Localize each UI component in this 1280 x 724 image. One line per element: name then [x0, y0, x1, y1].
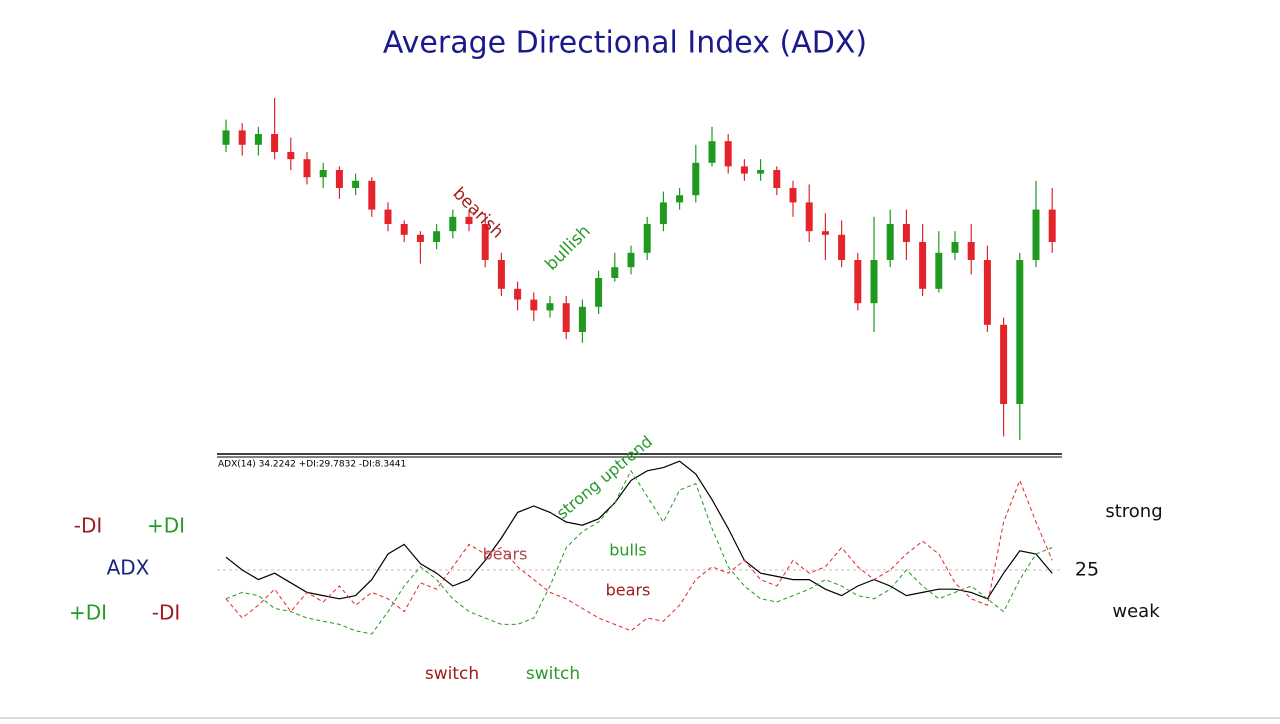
candle-body — [902, 224, 910, 242]
candle-body — [352, 180, 360, 188]
annotation: bears — [606, 581, 651, 600]
candle-body — [271, 134, 279, 152]
legend-label: -DI — [152, 601, 181, 625]
candle-body — [854, 260, 862, 304]
annotation: bears — [483, 545, 528, 564]
candle-body — [319, 170, 327, 178]
candle-body — [222, 130, 230, 145]
candle-body — [870, 260, 878, 304]
candle-body — [433, 231, 441, 242]
candle-body — [595, 278, 603, 307]
annotation: switch — [526, 664, 580, 684]
annotation: strong — [1105, 501, 1162, 522]
legend-label: +DI — [69, 601, 107, 625]
level-label: 25 — [1075, 559, 1099, 581]
annotation: weak — [1112, 601, 1160, 622]
candle-body — [821, 231, 829, 235]
candle-body — [708, 141, 716, 163]
candle-body — [805, 202, 813, 232]
indicator-line — [225, 460, 1053, 600]
candle-body — [659, 202, 667, 224]
chart-title: Average Directional Index (ADX) — [383, 26, 867, 61]
candle-body — [449, 216, 457, 232]
candle-body — [465, 216, 473, 224]
indicator-line — [225, 469, 1053, 635]
candle-body — [416, 234, 424, 242]
annotation: switch — [425, 664, 479, 684]
candle-body — [481, 224, 489, 260]
candle-body — [757, 170, 765, 174]
candle-body — [287, 152, 295, 160]
candle-body — [1000, 324, 1008, 404]
indicator-header: ADX(14) 34.2242 +DI:29.7832 -DI:8.3441 — [218, 460, 406, 470]
candle-body — [740, 166, 748, 174]
indicator-line — [225, 479, 1053, 632]
candle-body — [611, 267, 619, 278]
candle-body — [983, 260, 991, 325]
candle-body — [546, 303, 554, 311]
annotation: bulls — [609, 541, 647, 560]
candle-body — [951, 242, 959, 253]
candle-body — [935, 252, 943, 289]
candle-body — [400, 224, 408, 235]
candle-body — [562, 303, 570, 332]
candle-body — [368, 180, 376, 210]
candle-body — [335, 170, 343, 188]
legend-label: ADX — [107, 556, 150, 580]
candle-body — [303, 159, 311, 178]
candle-body — [578, 306, 586, 332]
candle-body — [676, 195, 684, 203]
candle-body — [238, 130, 246, 145]
candle-body — [886, 224, 894, 260]
candle-body — [789, 188, 797, 203]
candle-body — [724, 141, 732, 167]
candle-body — [919, 242, 927, 289]
candle-body — [514, 288, 522, 300]
candle-body — [497, 260, 505, 289]
candle-body — [1032, 209, 1040, 260]
candle-body — [384, 209, 392, 224]
candle-body — [967, 242, 975, 260]
legend-label: -DI — [74, 514, 103, 538]
candle-body — [1048, 209, 1056, 242]
candle-body — [643, 224, 651, 253]
candle-body — [530, 299, 538, 311]
candle-body — [254, 134, 262, 145]
candle-body — [692, 162, 700, 196]
candle-body — [838, 234, 846, 260]
candle-body — [1016, 260, 1024, 404]
candle-body — [627, 252, 635, 268]
legend-label: +DI — [147, 514, 185, 538]
candle-body — [773, 170, 781, 188]
